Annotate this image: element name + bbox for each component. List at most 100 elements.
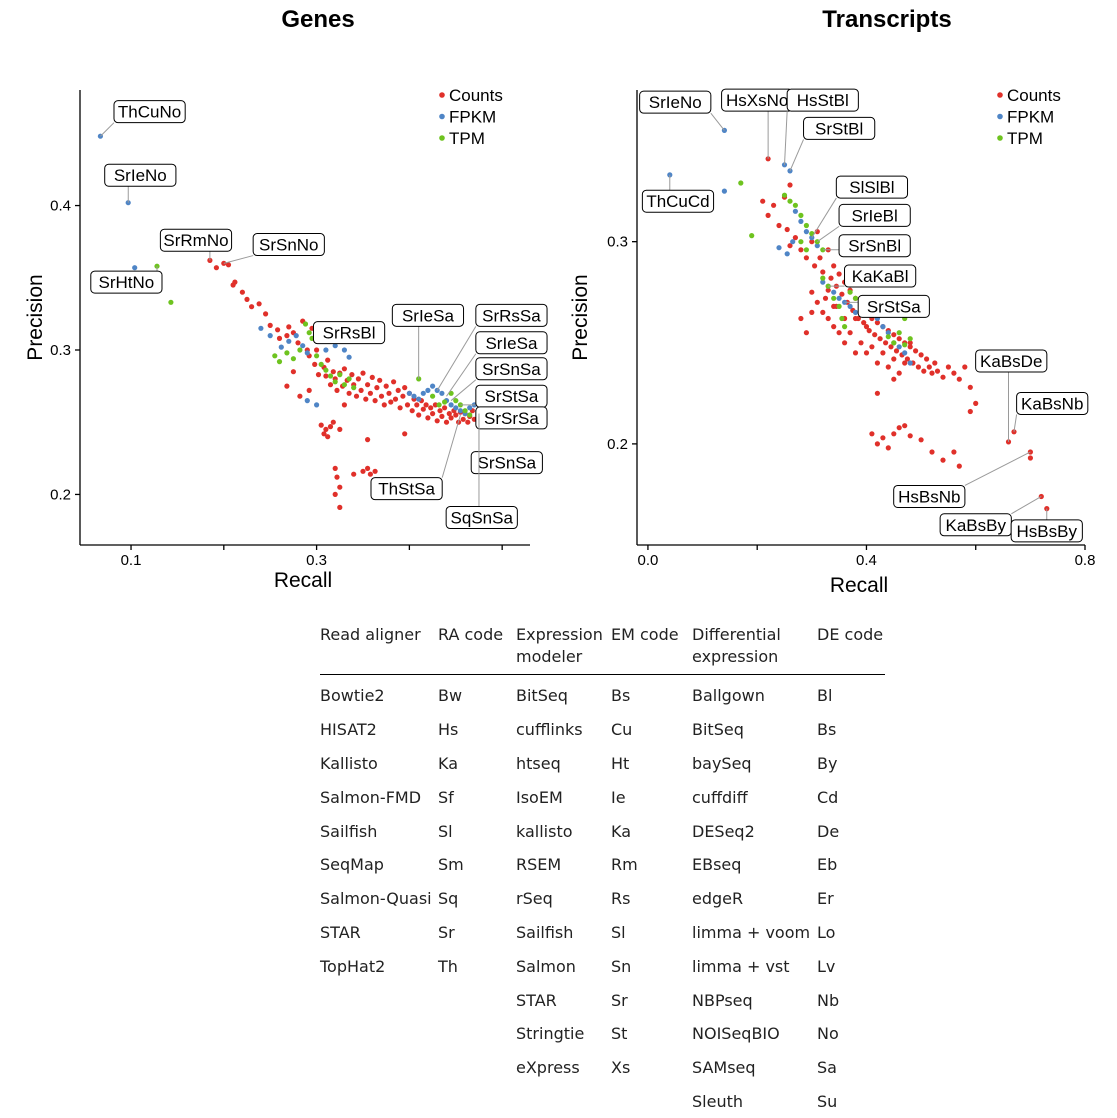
point-counts [913, 348, 918, 353]
point-tpm [272, 353, 277, 358]
point-counts [891, 356, 896, 361]
table-cell: By [817, 747, 885, 781]
point-counts [787, 182, 792, 187]
header-differential-expression: Differential expression [692, 620, 817, 675]
point-counts [771, 203, 776, 208]
label-leader-line [1011, 496, 1041, 513]
header-em-code: EM code [611, 620, 692, 675]
point-fpkm [787, 168, 792, 173]
table-cell: Sl [438, 814, 516, 848]
point-label: SrSnNo [259, 236, 319, 255]
point-counts [314, 347, 319, 352]
point-counts [957, 464, 962, 469]
table-cell: Sleuth [692, 1085, 817, 1118]
point-fpkm [258, 326, 263, 331]
point-fpkm [416, 397, 421, 402]
point-fpkm [268, 333, 273, 338]
label-leader-line [817, 226, 839, 241]
point-counts [391, 379, 396, 384]
table-cell: Cd [817, 780, 885, 814]
point-tpm [902, 342, 907, 347]
legend-marker [997, 114, 1003, 120]
point-counts [342, 402, 347, 407]
point-tpm [467, 412, 472, 417]
point-counts [368, 472, 373, 477]
table-cell: SAMseq [692, 1051, 817, 1085]
table-cell: STAR [516, 983, 611, 1017]
point-counts [388, 399, 393, 404]
point-counts [402, 385, 407, 390]
point-fpkm [300, 343, 305, 348]
table-cell [438, 1085, 516, 1118]
point-tpm [886, 334, 891, 339]
point-counts [349, 372, 354, 377]
point-counts [359, 388, 364, 393]
point-counts [360, 371, 365, 376]
point-tpm [297, 347, 302, 352]
point-tpm [319, 362, 324, 367]
table-cell: Sr [438, 916, 516, 950]
point-counts [858, 340, 863, 345]
point-counts [263, 311, 268, 316]
point-tpm [328, 373, 333, 378]
point-label: SrIeNo [649, 93, 702, 112]
table-cell: Sr [611, 983, 692, 1017]
point-counts [323, 373, 328, 378]
point-counts [333, 466, 338, 471]
header-ra-code: RA code [438, 620, 516, 675]
point-counts [820, 269, 825, 274]
table-cell [611, 1085, 692, 1118]
table-cell: Lo [817, 916, 885, 950]
point-tpm [820, 276, 825, 281]
point-counts [384, 384, 389, 389]
table-cell: Salmon-FMD [320, 780, 438, 814]
point-counts [244, 297, 249, 302]
table-cell: Rs [611, 882, 692, 916]
table-cell [320, 1017, 438, 1051]
table-cell: Bl [817, 675, 885, 713]
table-cell: Sl [611, 916, 692, 950]
table-cell: Rm [611, 848, 692, 882]
point-counts [334, 475, 339, 480]
point-label: SrIeSa [485, 334, 538, 353]
point-fpkm [425, 388, 430, 393]
table-cell: Bowtie2 [320, 675, 438, 713]
point-tpm [842, 324, 847, 329]
point-counts [897, 336, 902, 341]
point-fpkm [458, 408, 463, 413]
point-fpkm [798, 219, 803, 224]
point-fpkm [853, 310, 858, 315]
point-counts [902, 360, 907, 365]
table-cell: De [817, 814, 885, 848]
point-counts [804, 330, 809, 335]
point-counts [853, 350, 858, 355]
table-cell: Bw [438, 675, 516, 713]
label-leader-line [446, 354, 475, 396]
point-counts [940, 375, 945, 380]
point-label: HsBsBy [1017, 522, 1078, 541]
point-counts [398, 405, 403, 410]
point-counts [853, 316, 858, 321]
point-counts [439, 414, 444, 419]
point-label: SrStSa [485, 387, 539, 406]
point-counts [831, 324, 836, 329]
point-counts [257, 301, 262, 306]
point-label: SrStSa [867, 297, 921, 316]
point-counts [872, 332, 877, 337]
point-counts [421, 407, 426, 412]
point-counts [908, 433, 913, 438]
table-cell: limma + vst [692, 949, 817, 983]
point-counts [951, 371, 956, 376]
point-fpkm [831, 290, 836, 295]
table-cell [438, 1017, 516, 1051]
point-tpm [430, 394, 435, 399]
point-counts [307, 388, 312, 393]
point-counts [414, 402, 419, 407]
point-fpkm [837, 296, 842, 301]
point-label: HsBsNb [898, 487, 960, 506]
point-counts [831, 304, 836, 309]
